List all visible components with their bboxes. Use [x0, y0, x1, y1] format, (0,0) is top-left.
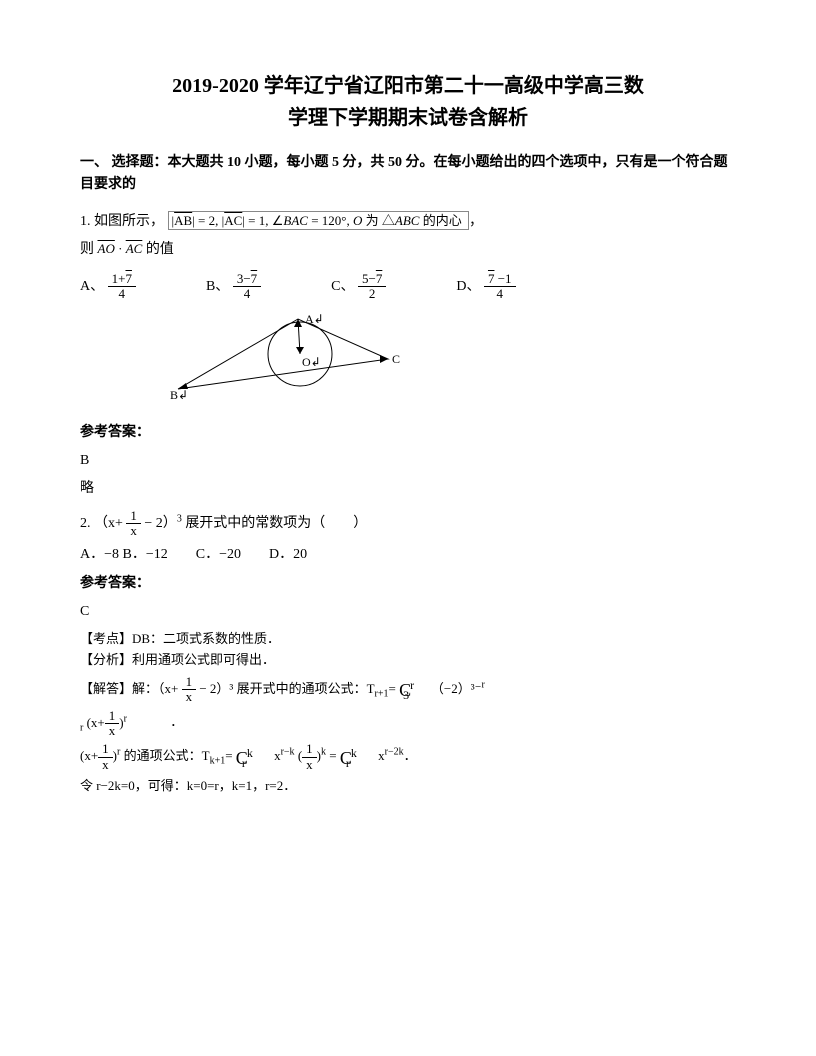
title-line-1: 2019-2020 学年辽宁省辽阳市第二十一高级中学高三数 [172, 75, 644, 97]
q2-fenxi: 【分析】利用通项公式即可得出． [80, 650, 736, 671]
section-1-heading: 一、 选择题：本大题共 10 小题，每小题 5 分，共 50 分。在每小题给出的… [80, 152, 736, 197]
q2-jieda-line3: (x+1x)r 的通项公式：Tk+1= Ckr xr−k (1x)k = Ckr… [80, 742, 736, 772]
q1-options: A、 1+74 B、 3−74 C、 5−72 D、 7 −14 [80, 272, 736, 302]
q1-comma: ， [469, 214, 483, 229]
q1-then: 则 [80, 242, 98, 257]
binom-c-r-k-1: Ckr [236, 743, 258, 772]
q1-answer-note: 略 [80, 478, 736, 500]
q1-answer: B [80, 450, 736, 472]
svg-text:A↲: A↲ [305, 312, 324, 326]
q2-answer: C [80, 601, 736, 623]
svg-text:B↲: B↲ [170, 388, 188, 401]
q2-options: A．−8 B．−12 C．−20 D．20 [80, 544, 736, 566]
q2-jieda-line2: r (x+1x)r ． [80, 709, 736, 739]
binom-c-3-r: Cr3 [399, 675, 421, 704]
title-line-2: 学理下学期期末试卷含解析 [288, 107, 528, 129]
q1-suffix: 的值 [146, 242, 174, 257]
answer-label-2: 参考答案： [80, 573, 736, 595]
q1-expr: AO · AC [98, 241, 143, 256]
binom-c-r-k-2: Ckr [340, 743, 362, 772]
svg-text:C↲: C↲ [392, 352, 400, 366]
q1-opt-b: B、 3−74 [206, 272, 261, 302]
q2-jieda-line1: 【解答】解：（x+ 1x − 2）³ 展开式中的通项公式：Tr+1= Cr3 （… [80, 675, 736, 705]
q1-diagram: A↲ B↲ C↲ O↲ [170, 311, 400, 401]
q1-opt-d: D、 7 −14 [456, 272, 515, 302]
q2-text: 2. （x+ 1x − 2）3 展开式中的常数项为（ ） [80, 509, 736, 539]
q2-jieda-line4: 令 r−2k=0，可得：k=0=r，k=1，r=2． [80, 776, 736, 797]
answer-label-1: 参考答案： [80, 422, 736, 444]
q1-opt-c: C、 5−72 [331, 272, 386, 302]
q1-opt-a: A、 1+74 [80, 272, 136, 302]
q1-prefix: 1. 如图所示， [80, 214, 164, 229]
svg-text:O↲: O↲ [302, 355, 321, 369]
q2-kaodian: 【考点】DB：二项式系数的性质． [80, 629, 736, 650]
q1-condition: |AB| = 2, |AC| = 1, ∠BAC = 120°, O 为 △AB… [168, 211, 469, 230]
